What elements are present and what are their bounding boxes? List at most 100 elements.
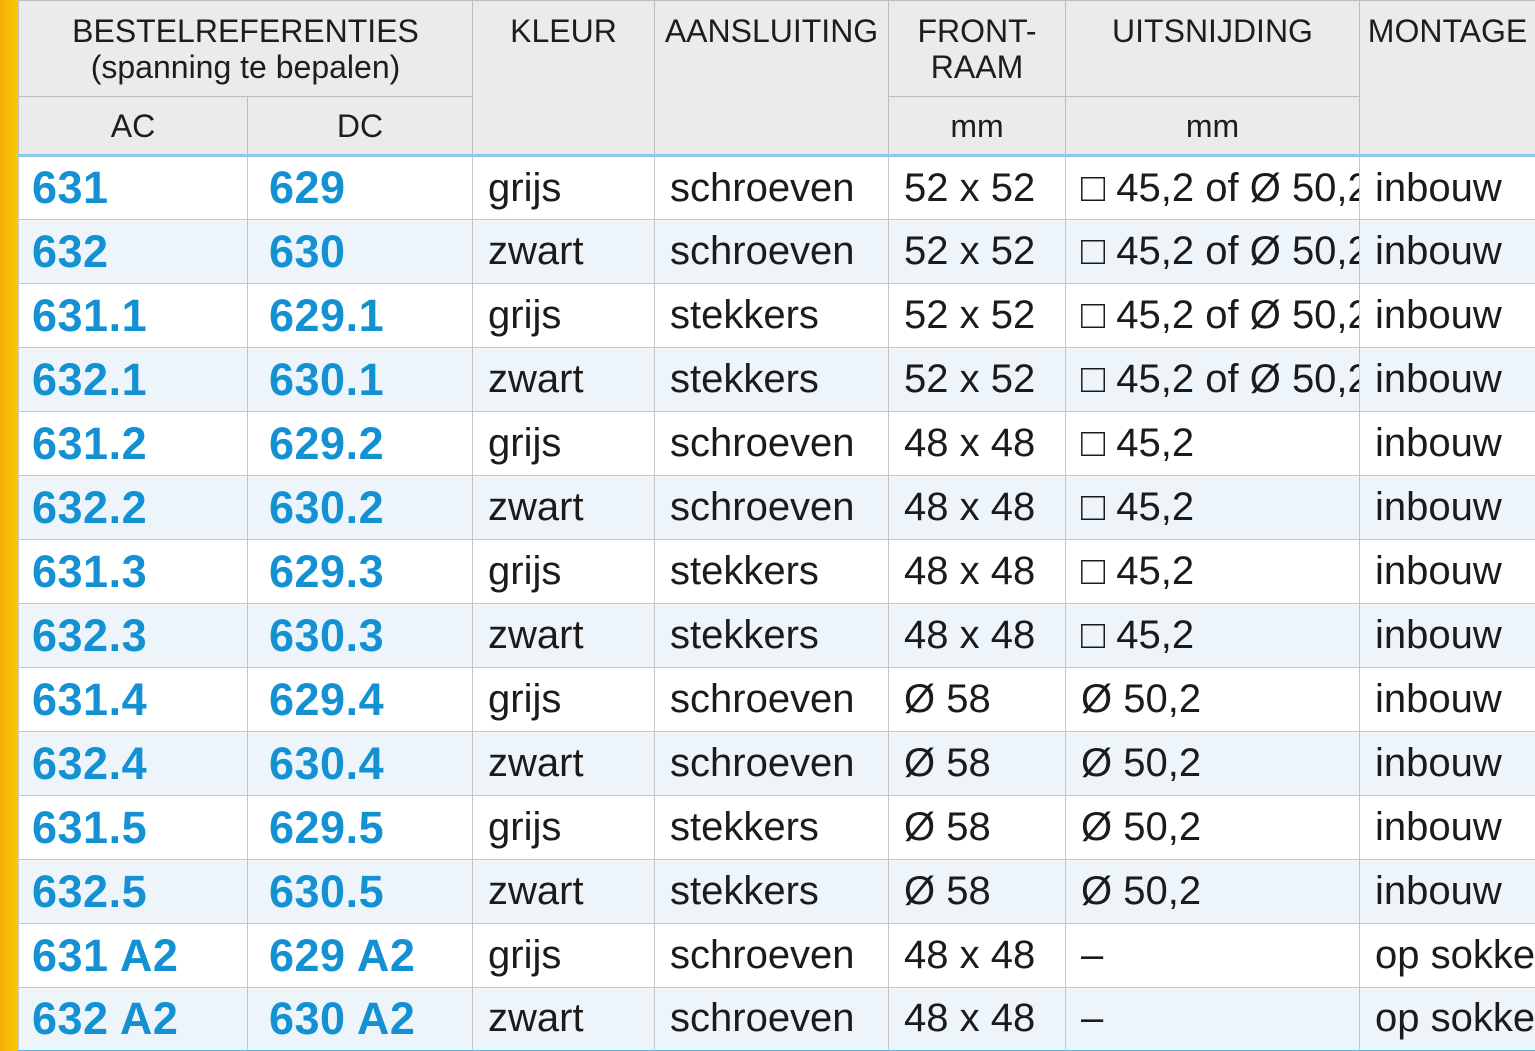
cell-dc-code: 629.5 [247, 795, 473, 860]
cell-ac-code: 632 [18, 219, 248, 284]
cell-aansluiting: schroeven [654, 475, 889, 540]
table-row: 631 629 grijs schroeven 52 x 52 □ 45,2 o… [18, 154, 1535, 220]
cell-montage: inbouw [1359, 603, 1535, 668]
cell-kleur: zwart [472, 603, 655, 668]
cell-frontraam: 52 x 52 [888, 283, 1066, 348]
cell-aansluiting: stekkers [654, 347, 889, 412]
cell-kleur: grijs [472, 923, 655, 988]
header-montage: MONTAGE [1359, 0, 1535, 156]
cell-uitsnijding: □ 45,2 [1065, 539, 1360, 604]
cell-ac-code: 632.3 [18, 603, 248, 668]
cell-aansluiting: stekkers [654, 859, 889, 924]
cell-kleur: grijs [472, 411, 655, 476]
cell-ac-code: 632.2 [18, 475, 248, 540]
table-header: BESTELREFERENTIES (spanning te bepalen) … [18, 0, 1535, 156]
cell-frontraam: 48 x 48 [888, 987, 1066, 1051]
table-row: 631.5 629.5 grijs stekkers Ø 58 Ø 50,2 i… [18, 795, 1535, 860]
cell-kleur: grijs [472, 283, 655, 348]
cell-uitsnijding: Ø 50,2 [1065, 859, 1360, 924]
cell-montage: op sokkel [1359, 987, 1535, 1051]
cell-montage: inbouw [1359, 347, 1535, 412]
cell-montage: op sokkel [1359, 923, 1535, 988]
cell-ac-code: 631.1 [18, 283, 248, 348]
cell-aansluiting: schroeven [654, 923, 889, 988]
cell-dc-code: 630.1 [247, 347, 473, 412]
cell-montage: inbouw [1359, 154, 1535, 220]
cell-ac-code: 631.5 [18, 795, 248, 860]
cell-kleur: zwart [472, 859, 655, 924]
cell-uitsnijding: Ø 50,2 [1065, 731, 1360, 796]
cell-kleur: zwart [472, 347, 655, 412]
cell-dc-code: 630.5 [247, 859, 473, 924]
cell-aansluiting: stekkers [654, 283, 889, 348]
cell-aansluiting: schroeven [654, 987, 889, 1051]
cell-aansluiting: schroeven [654, 411, 889, 476]
cell-kleur: grijs [472, 795, 655, 860]
table-row: 632.3 630.3 zwart stekkers 48 x 48 □ 45,… [18, 603, 1535, 668]
cell-dc-code: 630.2 [247, 475, 473, 540]
table-body: 631 629 grijs schroeven 52 x 52 □ 45,2 o… [18, 154, 1535, 1051]
cell-dc-code: 629.3 [247, 539, 473, 604]
cell-montage: inbouw [1359, 795, 1535, 860]
cell-dc-code: 629.2 [247, 411, 473, 476]
cell-dc-code: 630 [247, 219, 473, 284]
table-row: 631 A2 629 A2 grijs schroeven 48 x 48 – … [18, 923, 1535, 988]
header-frontraam-unit: mm [888, 96, 1066, 156]
header-ac: AC [18, 96, 248, 156]
table-row: 632 A2 630 A2 zwart schroeven 48 x 48 – … [18, 987, 1535, 1051]
cell-frontraam: Ø 58 [888, 667, 1066, 732]
header-bestelreferenties: BESTELREFERENTIES (spanning te bepalen) [18, 0, 473, 97]
cell-aansluiting: schroeven [654, 731, 889, 796]
cell-frontraam: 48 x 48 [888, 411, 1066, 476]
cell-frontraam: 48 x 48 [888, 603, 1066, 668]
cell-montage: inbouw [1359, 539, 1535, 604]
cell-dc-code: 629.1 [247, 283, 473, 348]
table-row: 631.3 629.3 grijs stekkers 48 x 48 □ 45,… [18, 539, 1535, 604]
table-row: 632.1 630.1 zwart stekkers 52 x 52 □ 45,… [18, 347, 1535, 412]
cell-dc-code: 630.4 [247, 731, 473, 796]
cell-aansluiting: stekkers [654, 795, 889, 860]
cell-montage: inbouw [1359, 667, 1535, 732]
header-frontraam-line1: FRONT- [917, 12, 1037, 49]
cell-dc-code: 629 A2 [247, 923, 473, 988]
cell-kleur: zwart [472, 475, 655, 540]
cell-kleur: zwart [472, 731, 655, 796]
table-row: 632.4 630.4 zwart schroeven Ø 58 Ø 50,2 … [18, 731, 1535, 796]
cell-dc-code: 630.3 [247, 603, 473, 668]
table-row: 631.4 629.4 grijs schroeven Ø 58 Ø 50,2 … [18, 667, 1535, 732]
header-frontraam: FRONT- RAAM [888, 0, 1066, 97]
product-reference-table: BESTELREFERENTIES (spanning te bepalen) … [18, 0, 1535, 1051]
cell-montage: inbouw [1359, 219, 1535, 284]
header-uitsnijding-unit: mm [1065, 96, 1360, 156]
cell-frontraam: Ø 58 [888, 795, 1066, 860]
header-row-main: BESTELREFERENTIES (spanning te bepalen) … [18, 0, 1535, 156]
cell-ac-code: 632.4 [18, 731, 248, 796]
cell-dc-code: 629 [247, 154, 473, 220]
header-aansluiting: AANSLUITING [654, 0, 889, 156]
cell-kleur: grijs [472, 667, 655, 732]
header-row-sub: AC DC mm mm [18, 96, 1535, 156]
cell-uitsnijding: □ 45,2 [1065, 475, 1360, 540]
cell-ac-code: 631.3 [18, 539, 248, 604]
cell-montage: inbouw [1359, 411, 1535, 476]
cell-montage: inbouw [1359, 283, 1535, 348]
table-row: 631.2 629.2 grijs schroeven 48 x 48 □ 45… [18, 411, 1535, 476]
table-row: 631.1 629.1 grijs stekkers 52 x 52 □ 45,… [18, 283, 1535, 348]
cell-uitsnijding: – [1065, 923, 1360, 988]
cell-aansluiting: schroeven [654, 219, 889, 284]
header-dc: DC [247, 96, 473, 156]
cell-kleur: grijs [472, 154, 655, 220]
header-kleur: KLEUR [472, 0, 655, 156]
table-row: 632 630 zwart schroeven 52 x 52 □ 45,2 o… [18, 219, 1535, 284]
cell-ac-code: 632.5 [18, 859, 248, 924]
left-accent-bar [0, 0, 18, 1051]
cell-dc-code: 630 A2 [247, 987, 473, 1051]
cell-montage: inbouw [1359, 731, 1535, 796]
header-frontraam-line2: RAAM [930, 48, 1024, 85]
cell-dc-code: 629.4 [247, 667, 473, 732]
header-bestelreferenties-line2: (spanning te bepalen) [90, 48, 401, 85]
cell-frontraam: 52 x 52 [888, 219, 1066, 284]
cell-frontraam: 48 x 48 [888, 923, 1066, 988]
cell-ac-code: 632.1 [18, 347, 248, 412]
